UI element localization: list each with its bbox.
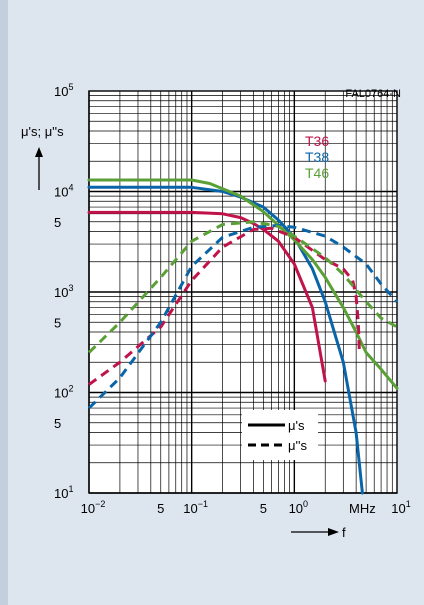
y-tick-label: 105 xyxy=(54,82,73,99)
y-tick-label: 102 xyxy=(54,384,73,401)
x-tick-label: 5 xyxy=(260,501,267,516)
axis-labels: 10−2 5 10−1 5 100 101 101 5 102 5 103 5 104 105 xyxy=(54,82,411,516)
plot-frame xyxy=(88,90,398,494)
y-tick-label: 101 xyxy=(54,484,73,501)
chart-svg: 10−2 5 10−1 5 100 101 101 5 102 5 103 5 104 105 FAL07… xyxy=(21,82,411,540)
curve-t46-imag xyxy=(87,220,398,354)
curve-t36-imag xyxy=(88,226,361,386)
y-tick-label: 104 xyxy=(54,183,73,200)
figure-code: FAL0764-N xyxy=(345,88,401,100)
y-axis-arrowhead xyxy=(35,147,43,157)
y-tick-label: 5 xyxy=(54,215,61,230)
legend-styles: μ's μ''s xyxy=(242,410,318,460)
x-axis-label: f xyxy=(342,525,346,540)
x-axis-unit: MHz xyxy=(349,501,376,516)
y-tick-label: 5 xyxy=(54,416,61,431)
x-axis-arrowhead xyxy=(328,528,339,536)
curves xyxy=(87,178,399,495)
panel-left-edge xyxy=(0,0,8,605)
legend-material-t46: T46 xyxy=(305,165,329,181)
legend-box xyxy=(242,410,318,460)
curve-t38-real xyxy=(87,185,364,495)
x-tick-label: 10−1 xyxy=(183,499,208,516)
x-axis-title: f MHz xyxy=(291,501,376,540)
panel-inner: 10−2 5 10−1 5 100 101 101 5 102 5 103 5 104 105 FAL07… xyxy=(8,0,418,597)
legend-material-t38: T38 xyxy=(305,149,329,165)
x-tick-label: 5 xyxy=(157,501,164,516)
y-tick-label: 103 xyxy=(54,283,73,300)
legend-material-t36: T36 xyxy=(305,133,329,149)
x-tick-label: 101 xyxy=(391,499,410,516)
y-axis-label: μ's; μ''s xyxy=(21,124,64,139)
legend-label-dashed: μ''s xyxy=(288,438,307,453)
x-tick-label: 100 xyxy=(289,499,308,516)
x-tick-label: 10−2 xyxy=(81,499,106,516)
y-tick-label: 5 xyxy=(54,315,61,330)
legend-label-solid: μ's xyxy=(288,418,305,433)
curve-t46-real xyxy=(87,178,399,390)
y-axis-title: μ's; μ''s xyxy=(21,124,64,190)
